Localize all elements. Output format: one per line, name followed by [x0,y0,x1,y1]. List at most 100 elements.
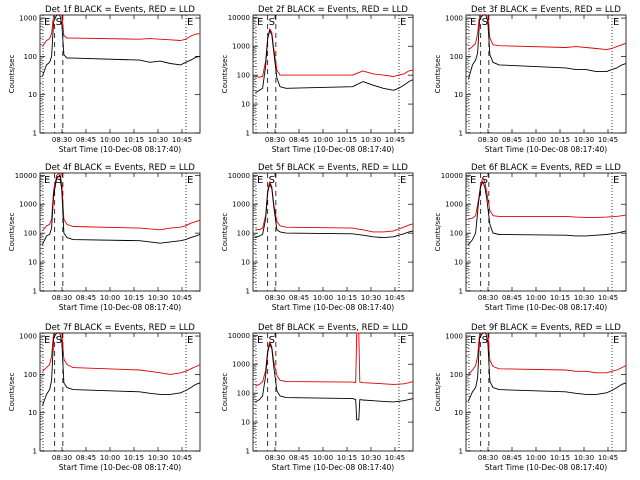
marker-label: E [470,175,476,186]
y-tick-label: 100 [450,230,463,238]
x-tick-label: 10:30 [361,294,381,302]
marker-label: S [269,17,275,28]
y-tick-label: 10 [28,409,37,417]
y-tick-label: 100 [237,72,250,80]
chart-title: Det 6f BLACK = Events, RED = LLD [471,163,621,173]
y-tick-label: 1 [33,288,37,296]
marker-label: E [187,175,193,186]
x-tick-label: 10:00 [100,454,120,462]
x-tick-label: 08:30 [478,136,498,144]
y-tick-label: 10 [454,91,463,99]
series-lld-line [255,181,414,233]
y-tick-label: 1000 [232,201,250,209]
y-tick-label: 100 [24,371,37,379]
y-tick-label: 1000 [232,43,250,51]
x-tick-label: 08:30 [52,136,72,144]
x-axis-label: Start Time (10-Dec-08 08:17:40) [272,145,394,154]
series-lld-line [42,172,201,232]
x-axis-label: Start Time (10-Dec-08 08:17:40) [485,303,607,312]
x-tick-label: 08:30 [52,454,72,462]
x-tick-label: 10:15 [550,294,570,302]
y-axis-label: Counts/sec [8,55,16,94]
series-lld-line [42,332,201,375]
x-tick-label: 10:00 [313,294,333,302]
x-tick-label: 10:00 [526,454,546,462]
series-lld-line [468,332,627,375]
series-events-line [468,181,627,245]
chart-title: Det 4f BLACK = Events, RED = LLD [45,163,195,173]
marker-label: E [44,175,50,186]
chart-title: Det 2f BLACK = Events, RED = LLD [258,5,408,15]
series-lld-line [42,14,201,47]
x-tick-label: 10:15 [337,294,357,302]
x-tick-label: 10:45 [385,294,405,302]
x-tick-label: 10:15 [550,454,570,462]
marker-label: E [470,335,476,346]
panel-det-4: Det 4f BLACK = Events, RED = LLD Counts/s… [8,163,201,312]
x-tick-label: 10:30 [574,136,594,144]
marker-label: S [482,335,488,346]
y-tick-label: 1000 [445,201,463,209]
x-tick-label: 08:45 [502,294,522,302]
y-axis-label: Counts/sec [8,213,16,252]
marker-label: S [269,175,275,186]
y-tick-label: 1 [33,130,37,138]
y-axis-label: Counts/sec [8,373,16,412]
y-tick-label: 1000 [445,15,463,23]
marker-label: E [257,17,263,28]
x-axis-label: Start Time (10-Dec-08 08:17:40) [485,463,607,472]
plot-frame [465,14,627,134]
marker-label: E [187,335,193,346]
x-tick-label: 10:15 [337,454,357,462]
x-tick-label: 10:00 [313,136,333,144]
marker-label: S [482,17,488,28]
y-tick-label: 10000 [228,332,250,340]
marker-label: E [44,17,50,28]
x-tick-label: 10:15 [124,294,144,302]
plot-frame [39,172,201,292]
x-tick-label: 10:30 [361,136,381,144]
panel-det-9: Det 9f BLACK = Events, RED = LLD Counts/s… [434,323,627,472]
marker-label: E [400,175,406,186]
y-tick-label: 10 [241,101,250,109]
x-tick-label: 08:45 [289,136,309,144]
x-tick-label: 10:30 [148,454,168,462]
x-tick-label: 10:30 [574,454,594,462]
marker-label: S [269,335,275,346]
chart-title: Det 9f BLACK = Events, RED = LLD [471,323,621,333]
plot-frame [465,332,627,452]
y-tick-label: 1 [246,130,250,138]
y-axis-label: Counts/sec [221,373,229,412]
plot-frame [252,14,414,134]
series-events-line [255,343,414,421]
y-tick-label: 10 [241,259,250,267]
series-events-line [467,332,627,402]
series-events-line [41,14,201,77]
marker-label: S [56,335,62,346]
panel-det-5: Det 5f BLACK = Events, RED = LLD Counts/s… [221,163,414,312]
x-tick-label: 08:45 [76,136,96,144]
marker-label: S [56,175,62,186]
series-events-line [255,183,414,239]
x-tick-label: 08:30 [265,294,285,302]
x-tick-label: 08:45 [289,294,309,302]
x-tick-label: 10:45 [598,294,618,302]
y-tick-label: 1000 [19,15,37,23]
x-tick-label: 08:45 [289,454,309,462]
x-tick-label: 10:45 [385,136,405,144]
chart-title: Det 8f BLACK = Events, RED = LLD [258,323,408,333]
marker-label: S [56,17,62,28]
x-tick-label: 10:15 [124,454,144,462]
plot-frame [39,332,201,452]
x-tick-label: 08:30 [478,294,498,302]
x-tick-label: 10:45 [172,454,192,462]
y-tick-label: 10 [454,409,463,417]
x-axis-label: Start Time (10-Dec-08 08:17:40) [59,145,181,154]
x-tick-label: 10:30 [148,136,168,144]
x-tick-label: 08:45 [502,454,522,462]
series-events-line [41,332,201,407]
x-tick-label: 08:30 [478,454,498,462]
chart-title: Det 3f BLACK = Events, RED = LLD [471,5,621,15]
marker-label: E [257,335,263,346]
